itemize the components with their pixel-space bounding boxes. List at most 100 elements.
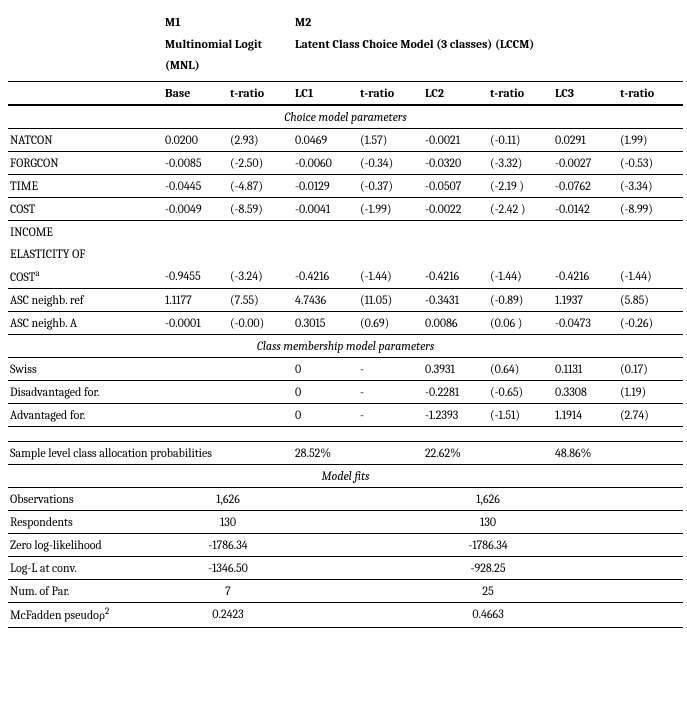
cell: (7.55) — [228, 288, 293, 311]
cell: Advantaged for. — [8, 403, 163, 426]
mcfadden-m1: 0.2423 — [163, 602, 293, 627]
cell: (1.57) — [358, 128, 423, 151]
mcfadden-label: McFadden pseudoρ2 — [8, 602, 163, 627]
sample-p2: 22.62% — [423, 441, 488, 464]
cell: -0.0049 — [163, 197, 228, 220]
fit-m1: -1786.34 — [163, 533, 293, 556]
cell: -0.0060 — [293, 151, 358, 174]
cell: (1.99) — [618, 128, 683, 151]
cell: (-3.34) — [618, 174, 683, 197]
cell: 0 — [293, 403, 358, 426]
fit-m2: 130 — [293, 510, 683, 533]
cell: (-0.89) — [488, 288, 553, 311]
income-l3: COSTa — [8, 265, 163, 289]
fit-label: Zero log-likelihood — [8, 533, 163, 556]
cell: -0.4216 — [553, 265, 618, 289]
cell: 0.0086 — [423, 311, 488, 334]
income-l1: INCOME — [8, 220, 163, 243]
cell: - — [358, 380, 423, 403]
cell: (11.05) — [358, 288, 423, 311]
col-base: Base — [163, 81, 228, 105]
cell: -0.4216 — [423, 265, 488, 289]
cell: (-0.53) — [618, 151, 683, 174]
cell: 0.0200 — [163, 128, 228, 151]
cell: -0.2281 — [423, 380, 488, 403]
cell: (-0.37) — [358, 174, 423, 197]
cell: 0.0291 — [553, 128, 618, 151]
cell: -0.0001 — [163, 311, 228, 334]
cell: (-1.99) — [358, 197, 423, 220]
cell: -0.0021 — [423, 128, 488, 151]
fit-m2: -928.25 — [293, 556, 683, 579]
cell: 4.7436 — [293, 288, 358, 311]
cell: -0.0129 — [293, 174, 358, 197]
cell: NATCON — [8, 128, 163, 151]
cell: TIME — [8, 174, 163, 197]
col-tratio: t-ratio — [488, 81, 553, 105]
cell: (0.17) — [618, 357, 683, 380]
section-membership: Class membership model parameters — [8, 334, 683, 357]
cell: (-4.87) — [228, 174, 293, 197]
cell — [163, 380, 228, 403]
col-lc3: LC3 — [553, 81, 618, 105]
cell: (-0.26) — [618, 311, 683, 334]
cell: (-8.59) — [228, 197, 293, 220]
cell: (-1.44) — [488, 265, 553, 289]
fit-m1: 1,626 — [163, 487, 293, 510]
col-tratio: t-ratio — [228, 81, 293, 105]
cell: ASC neighb. ref — [8, 288, 163, 311]
cell: (1.19) — [618, 380, 683, 403]
cell: -0.0027 — [553, 151, 618, 174]
income-l2: ELASTICITY OF — [8, 243, 163, 265]
cell: (-1.44) — [618, 265, 683, 289]
col-lc2: LC2 — [423, 81, 488, 105]
cell — [228, 357, 293, 380]
cell: (-2.42 ) — [488, 197, 553, 220]
sample-label: Sample level class allocation probabilit… — [8, 441, 293, 464]
cell: (-2.19 ) — [488, 174, 553, 197]
cell: -0.0762 — [553, 174, 618, 197]
cell: 0 — [293, 357, 358, 380]
fit-m1: -1346.50 — [163, 556, 293, 579]
cell: (-0.34) — [358, 151, 423, 174]
cell: (2.74) — [618, 403, 683, 426]
cell — [163, 403, 228, 426]
cell: ASC neighb. A — [8, 311, 163, 334]
fit-m1: 7 — [163, 579, 293, 602]
cell: 1.1177 — [163, 288, 228, 311]
cell: - — [358, 403, 423, 426]
sample-p3: 48.86% — [553, 441, 618, 464]
cell: -0.0445 — [163, 174, 228, 197]
cell: -0.0320 — [423, 151, 488, 174]
fit-label: Num. of Par. — [8, 579, 163, 602]
cell: (2.93) — [228, 128, 293, 151]
cell: FORGCON — [8, 151, 163, 174]
m2-header: M2Latent Class Choice Model (3 classes) … — [293, 8, 683, 81]
mcfadden-m2: 0.4663 — [293, 602, 683, 627]
fit-label: Log-L at conv. — [8, 556, 163, 579]
cell: -0.0473 — [553, 311, 618, 334]
cell: Swiss — [8, 357, 163, 380]
section-fits: Model fits — [8, 464, 683, 487]
cell: 0.3308 — [553, 380, 618, 403]
cell: (-3.32) — [488, 151, 553, 174]
cell: -0.0085 — [163, 151, 228, 174]
sample-p1: 28.52% — [293, 441, 358, 464]
cell: (-1.44) — [358, 265, 423, 289]
cell: 1.1937 — [553, 288, 618, 311]
cell: 0 — [293, 380, 358, 403]
cell: (5.85) — [618, 288, 683, 311]
cell: 0.0469 — [293, 128, 358, 151]
cell: COST — [8, 197, 163, 220]
cell: -0.9455 — [163, 265, 228, 289]
cell: - — [358, 357, 423, 380]
m1-header: M1Multinomial Logit (MNL) — [163, 8, 293, 81]
cell — [228, 380, 293, 403]
col-tratio: t-ratio — [358, 81, 423, 105]
fit-m2: 25 — [293, 579, 683, 602]
cell: (-0.65) — [488, 380, 553, 403]
cell: (-3.24) — [228, 265, 293, 289]
cell: (-0.00) — [228, 311, 293, 334]
cell: 0.3931 — [423, 357, 488, 380]
cell: (-8.99) — [618, 197, 683, 220]
